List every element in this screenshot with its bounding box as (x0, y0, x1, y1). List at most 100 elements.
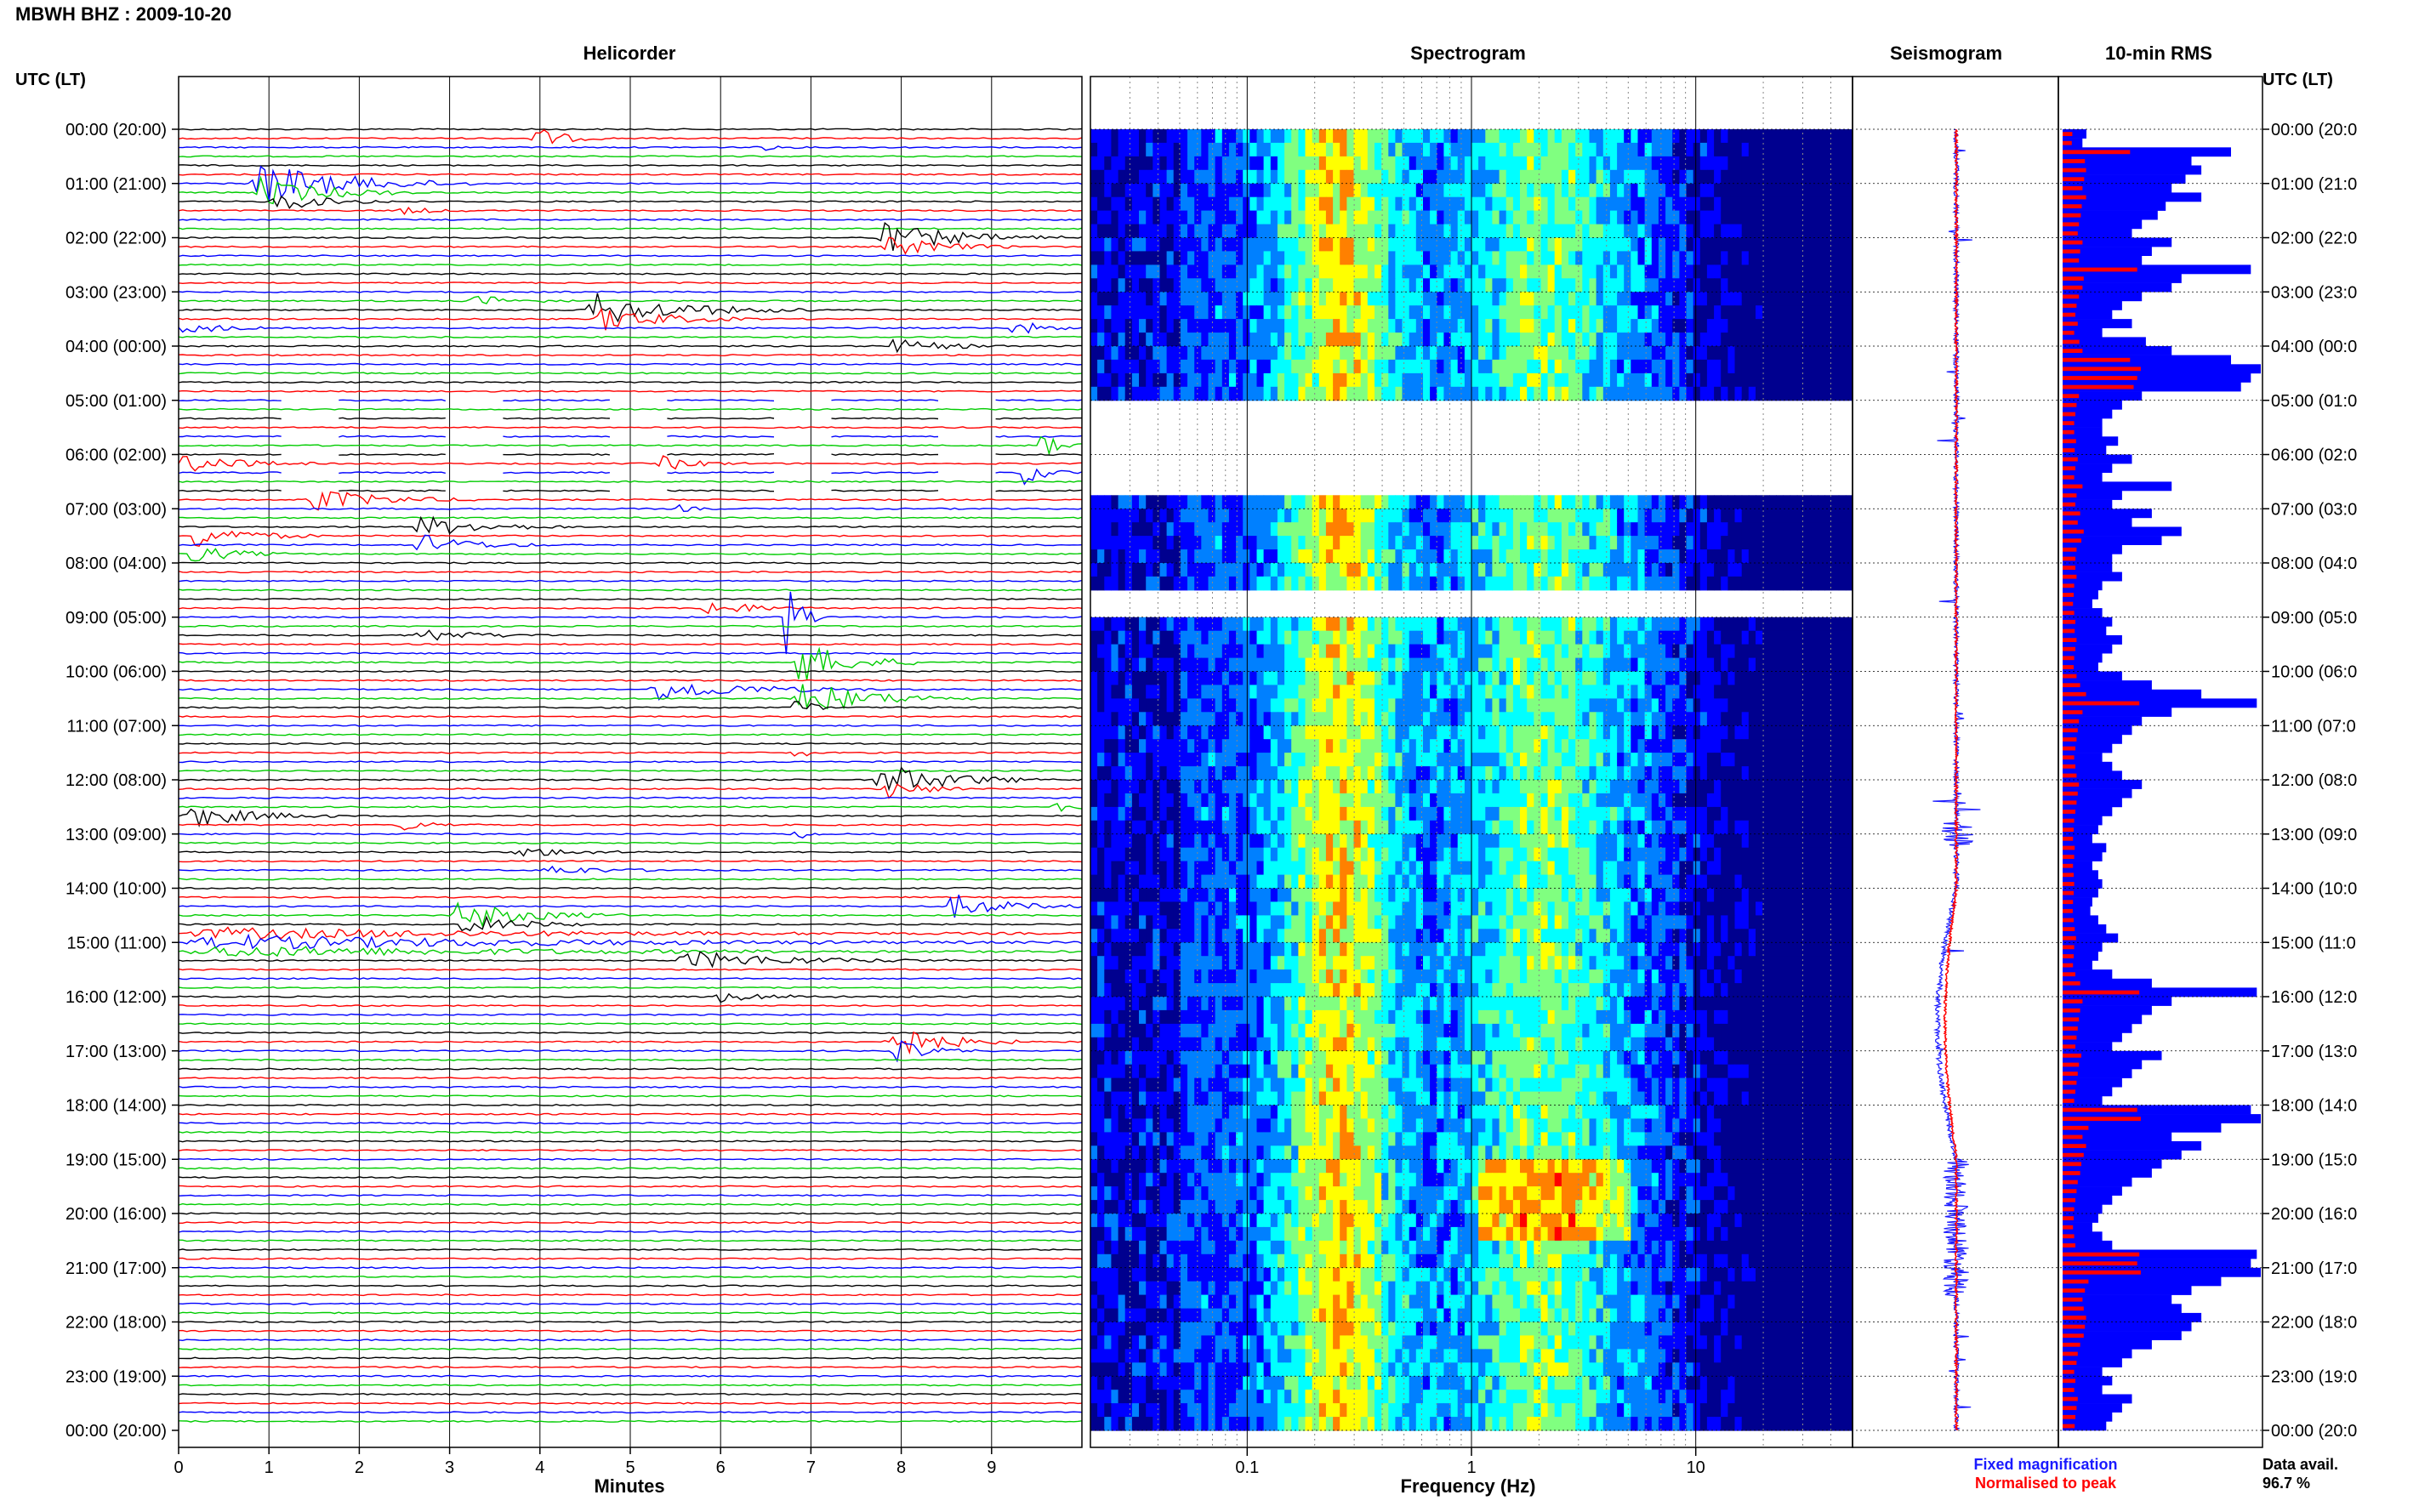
spectrogram-cell (1762, 522, 1770, 537)
spectrogram-cell (1609, 630, 1618, 645)
spectrogram-cell (1568, 725, 1576, 740)
spectrogram-cell (1228, 712, 1237, 726)
spectrogram-cell (1118, 536, 1126, 550)
spectrogram-cell (1845, 210, 1853, 225)
spectrogram-cell (1402, 617, 1410, 632)
spectrogram-cell (1464, 671, 1472, 685)
spectrogram-cell (1360, 359, 1369, 374)
spectrogram-cell (1249, 833, 1257, 849)
spectrogram-cell (1547, 671, 1556, 685)
spectrogram-cell (1658, 210, 1666, 225)
spectrogram-cell (1831, 129, 1840, 144)
spectrogram-cell (1679, 251, 1688, 265)
spectrogram-cell (1325, 346, 1334, 361)
spectrogram-cell (1471, 536, 1479, 550)
spectrogram-cell (1423, 156, 1431, 171)
spectrogram-cell (1644, 766, 1653, 781)
spectrogram-cell (1672, 780, 1680, 794)
spectrogram-cell (1201, 196, 1209, 212)
spectrogram-cell (1097, 333, 1105, 347)
spectrogram-cell (1679, 333, 1688, 347)
spectrogram-cell (1727, 278, 1736, 293)
spectrogram-cell (1721, 630, 1728, 645)
helicorder-trace (178, 926, 1083, 940)
spectrogram-cell (1686, 712, 1694, 726)
spectrogram-cell (1804, 264, 1812, 279)
spectrogram-cell (1790, 739, 1798, 753)
spectrogram-cell (1437, 224, 1444, 239)
spectrogram-cell (1111, 833, 1119, 849)
spectrogram-cell (1415, 156, 1424, 171)
helicorder-trace (178, 796, 1083, 799)
spectrogram-cell (1783, 712, 1791, 726)
spectrogram-cell (1575, 820, 1583, 835)
spectrogram-cell (1111, 536, 1119, 550)
spectrogram-cell (1714, 305, 1722, 320)
spectrogram-cell (1215, 833, 1223, 849)
spectrogram-cell (1333, 372, 1340, 388)
spectrogram-cell (1270, 509, 1278, 523)
spectrogram-cell (1534, 156, 1541, 171)
spectrogram-cell (1617, 346, 1625, 361)
spectrogram-cell (1790, 183, 1798, 198)
spectrogram-cell (1485, 806, 1493, 821)
spectrogram-cell (1727, 210, 1736, 225)
spectrogram-cell (1236, 563, 1244, 577)
spectrogram-cell (1534, 292, 1541, 306)
spectrogram-cell (1505, 305, 1514, 320)
spectrogram-cell (1208, 657, 1216, 673)
spectrogram-cell (1360, 549, 1369, 564)
spectrogram-cell (1312, 224, 1320, 239)
spectrogram-cell (1263, 156, 1272, 171)
spectrogram-cell (1298, 657, 1306, 673)
spectrogram-cell (1512, 549, 1521, 564)
spectrogram-cell (1811, 251, 1819, 265)
spectrogram-cell (1624, 183, 1631, 198)
spectrogram-cell (1208, 522, 1216, 537)
spectrogram-cell (1375, 509, 1382, 523)
spectrogram-cell (1756, 617, 1763, 632)
spectrogram-cell (1367, 753, 1375, 767)
spectrogram-cell (1721, 292, 1728, 306)
spectrogram-cell (1333, 142, 1340, 157)
spectrogram-cell (1665, 780, 1673, 794)
spectrogram-cell (1512, 509, 1521, 523)
spectrogram-cell (1340, 386, 1347, 401)
spectrogram-cell (1540, 820, 1549, 835)
helicorder-trace (178, 515, 1083, 535)
spectrogram-cell (1631, 644, 1638, 659)
spectrogram-cell (1547, 833, 1556, 849)
spectrogram-cell (1346, 278, 1355, 293)
spectrogram-cell (1325, 142, 1334, 157)
spectrogram-cell (1180, 292, 1188, 306)
spectrogram-cell (1270, 766, 1278, 781)
spectrogram-cell (1430, 793, 1437, 808)
spectrogram-cell (1173, 264, 1181, 279)
spectrogram-cell (1748, 251, 1756, 265)
spectrogram-cell (1146, 196, 1153, 212)
spectrogram-cell (1734, 305, 1743, 320)
spectrogram-cell (1409, 509, 1417, 523)
spectrogram-cell (1727, 509, 1736, 523)
spectrogram-cell (1173, 237, 1181, 252)
spectrogram-cell (1437, 671, 1444, 685)
spectrogram-cell (1741, 685, 1750, 699)
spectrogram-cell (1402, 305, 1410, 320)
spectrogram-cell (1353, 536, 1362, 550)
spectrogram-cell (1402, 278, 1410, 293)
spectrogram-cell (1804, 183, 1812, 198)
spectrogram-cell (1714, 156, 1722, 171)
spectrogram-cell (1131, 671, 1140, 685)
spectrogram-cell (1734, 806, 1743, 821)
spectrogram-cell (1402, 183, 1410, 198)
spectrogram-cell (1360, 644, 1369, 659)
spectrogram-cell (1180, 549, 1188, 564)
spectrogram-cell (1450, 386, 1459, 401)
spectrogram-cell (1228, 549, 1237, 564)
spectrogram-cell (1256, 576, 1265, 591)
spectrogram-cell (1367, 739, 1375, 753)
spectrogram-cell (1520, 129, 1528, 144)
spectrogram-cell (1769, 183, 1777, 198)
spectrogram-cell (1818, 509, 1825, 523)
spectrogram-cell (1437, 549, 1444, 564)
